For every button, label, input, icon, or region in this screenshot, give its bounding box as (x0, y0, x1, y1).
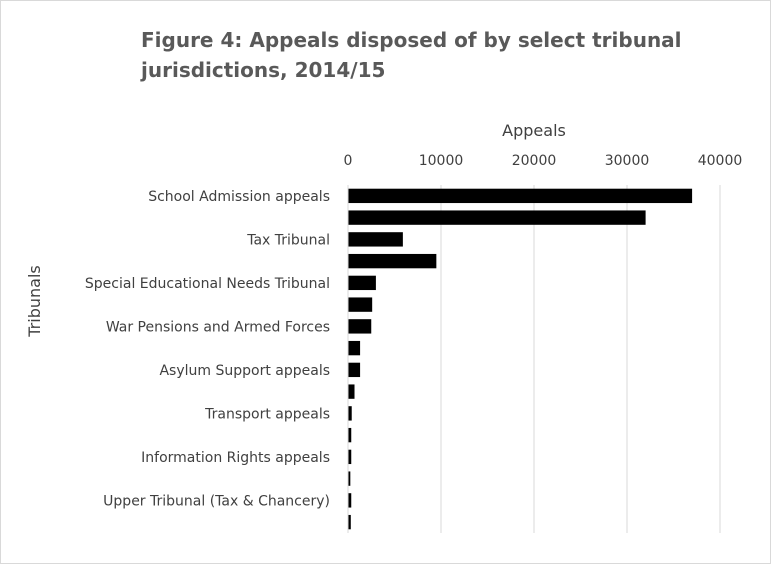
gridlines (440, 185, 721, 533)
bar (348, 210, 646, 225)
x-tick-label: 10000 (419, 153, 464, 169)
x-tick-label: 40000 (698, 153, 743, 169)
category-label: Upper Tribunal (Tax & Chancery) (103, 493, 330, 509)
x-axis-ticks: 0 10000 20000 30000 40000 (344, 153, 743, 169)
bar (348, 340, 361, 356)
bar (348, 449, 352, 465)
bar (348, 493, 352, 508)
bar (348, 406, 352, 421)
category-label: War Pensions and Armed Forces (106, 319, 330, 335)
x-axis-title: Appeals (502, 121, 566, 140)
bar (348, 188, 693, 204)
category-label: Special Educational Needs Tribunal (85, 276, 330, 292)
category-label: Asylum Support appeals (159, 363, 330, 379)
y-axis-title: Tribunals (25, 265, 44, 337)
bar (348, 253, 437, 269)
category-label: School Admission appeals (148, 189, 330, 205)
bar (348, 514, 351, 530)
category-label: Transport appeals (204, 406, 330, 422)
bar (348, 319, 372, 334)
bar (348, 384, 355, 399)
bars (348, 188, 693, 530)
x-tick-label: 0 (344, 153, 353, 169)
bar (348, 232, 403, 247)
category-label: Tax Tribunal (246, 232, 330, 248)
chart-title: Figure 4: Appeals disposed of by select … (141, 28, 682, 82)
category-labels: School Admission appeals Tax Tribunal Spec… (85, 189, 330, 510)
bar (348, 297, 373, 312)
bar (348, 275, 376, 291)
bar (348, 471, 351, 486)
x-tick-label: 30000 (605, 153, 650, 169)
category-label: Information Rights appeals (141, 450, 330, 466)
bar (348, 362, 361, 378)
bar (348, 427, 352, 443)
x-tick-label: 20000 (512, 153, 557, 169)
